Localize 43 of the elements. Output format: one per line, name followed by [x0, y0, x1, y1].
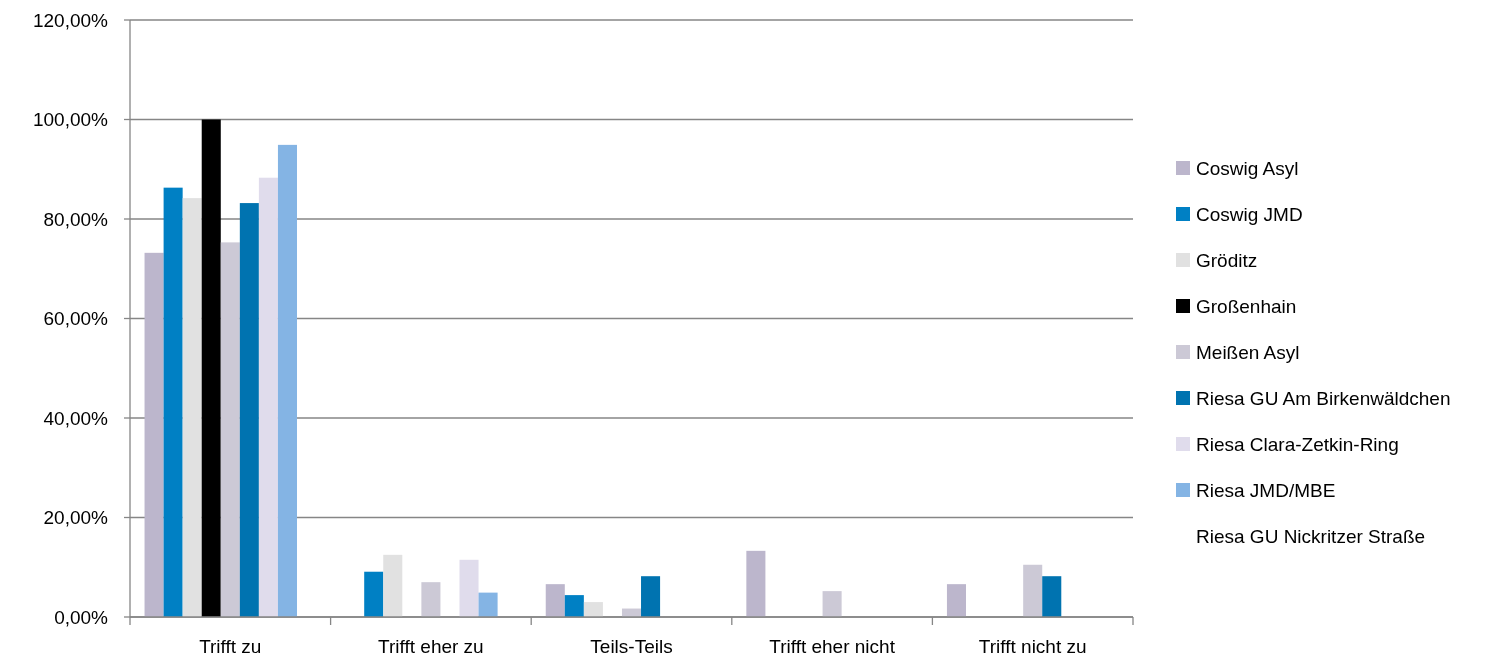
- legend-label: Coswig JMD: [1196, 203, 1303, 225]
- bar: [1042, 576, 1062, 617]
- bar: [421, 582, 441, 617]
- bar: [545, 584, 565, 617]
- legend-label: Coswig Asyl: [1196, 157, 1299, 179]
- x-tick-label: Trifft nicht zu: [978, 636, 1087, 657]
- y-tick-label: 20,00%: [43, 507, 109, 529]
- y-tick-label: 80,00%: [43, 208, 109, 230]
- legend-label: Riesa JMD/MBE: [1196, 479, 1336, 501]
- bar: [1023, 564, 1043, 617]
- bar: [946, 584, 966, 617]
- bar: [163, 187, 183, 617]
- bar: [459, 559, 479, 617]
- y-tick-label: 40,00%: [43, 407, 109, 429]
- bar: [364, 571, 384, 617]
- legend-label: Großenhain: [1196, 295, 1297, 317]
- x-tick-label: Trifft eher zu: [378, 636, 484, 657]
- bar: [583, 602, 603, 617]
- bar: [478, 592, 498, 617]
- bar: [564, 595, 584, 617]
- legend-label: Gröditz: [1196, 249, 1258, 271]
- y-tick-label: 100,00%: [32, 109, 109, 131]
- x-tick-label: Trifft zu: [199, 636, 262, 657]
- bar: [383, 554, 403, 617]
- legend-label: Riesa Clara-Zetkin-Ring: [1196, 433, 1399, 455]
- x-tick-label: Trifft eher nicht: [769, 636, 896, 657]
- bar: [239, 203, 259, 617]
- bar: [277, 144, 297, 617]
- bar: [182, 198, 202, 617]
- y-tick-label: 0,00%: [54, 606, 109, 628]
- text: Riesa GU Nickritzer Straße: [1196, 525, 1426, 547]
- bar: [746, 550, 766, 617]
- bar: [220, 242, 240, 617]
- legend-label: Riesa GU Am Birkenwäldchen: [1196, 387, 1451, 409]
- x-tick-label: Teils-Teils: [590, 636, 673, 657]
- bar: [201, 119, 221, 617]
- y-tick-label: 60,00%: [43, 308, 109, 330]
- bar: [641, 576, 661, 617]
- bar: [822, 591, 842, 617]
- bar: [144, 252, 164, 617]
- legend-label: Meißen Asyl: [1196, 341, 1300, 363]
- bar: [258, 177, 278, 617]
- y-tick-label: 120,00%: [32, 9, 109, 31]
